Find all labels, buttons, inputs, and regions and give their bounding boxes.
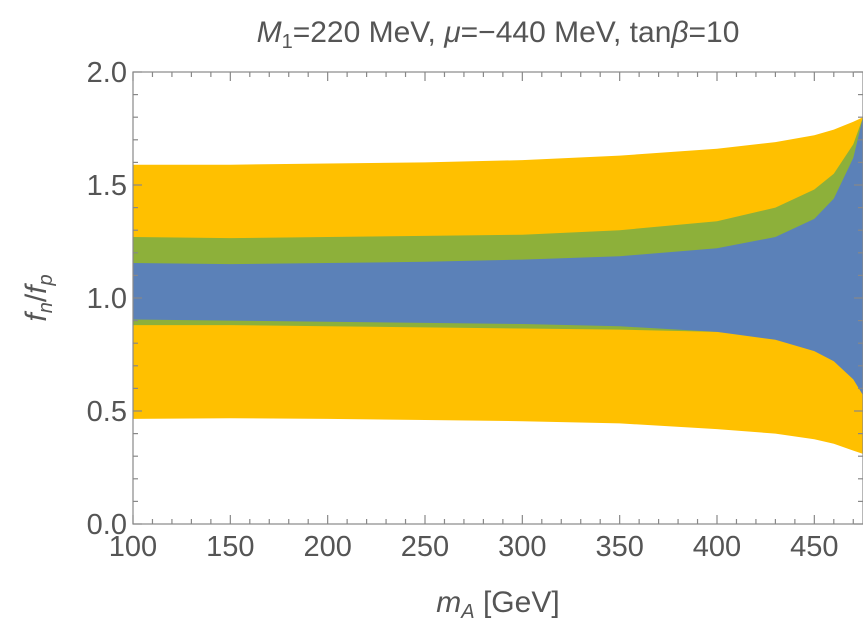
y-tick-label: 0.0: [87, 509, 127, 541]
chart-title: M1=220 MeV, μ=−440 MeV, tanβ=10: [257, 16, 740, 53]
x-tick-labels: 100 150 200 250 300 350 400 450: [109, 531, 839, 563]
x-tick-label: 400: [693, 531, 741, 563]
x-tick-label: 200: [303, 531, 351, 563]
y-tick-label: 1.5: [87, 170, 127, 202]
y-tick-label: 2.0: [87, 57, 127, 89]
x-axis-label: mA [GeV]: [436, 586, 559, 623]
x-tick-label: 250: [401, 531, 449, 563]
y-tick-labels: 0.0 0.5 1.0 1.5 2.0: [87, 57, 127, 541]
x-tick-label: 450: [790, 531, 838, 563]
x-tick-label: 300: [498, 531, 546, 563]
band-blue: [133, 117, 863, 396]
y-tick-label: 0.5: [87, 396, 127, 428]
x-tick-label: 150: [206, 531, 254, 563]
y-axis-label: fn/fp: [20, 274, 57, 321]
y-tick-label: 1.0: [87, 283, 127, 315]
x-tick-label: 100: [109, 531, 157, 563]
plot-bands: [133, 117, 863, 454]
x-tick-label: 350: [595, 531, 643, 563]
axis-ticks: [132, 71, 863, 525]
